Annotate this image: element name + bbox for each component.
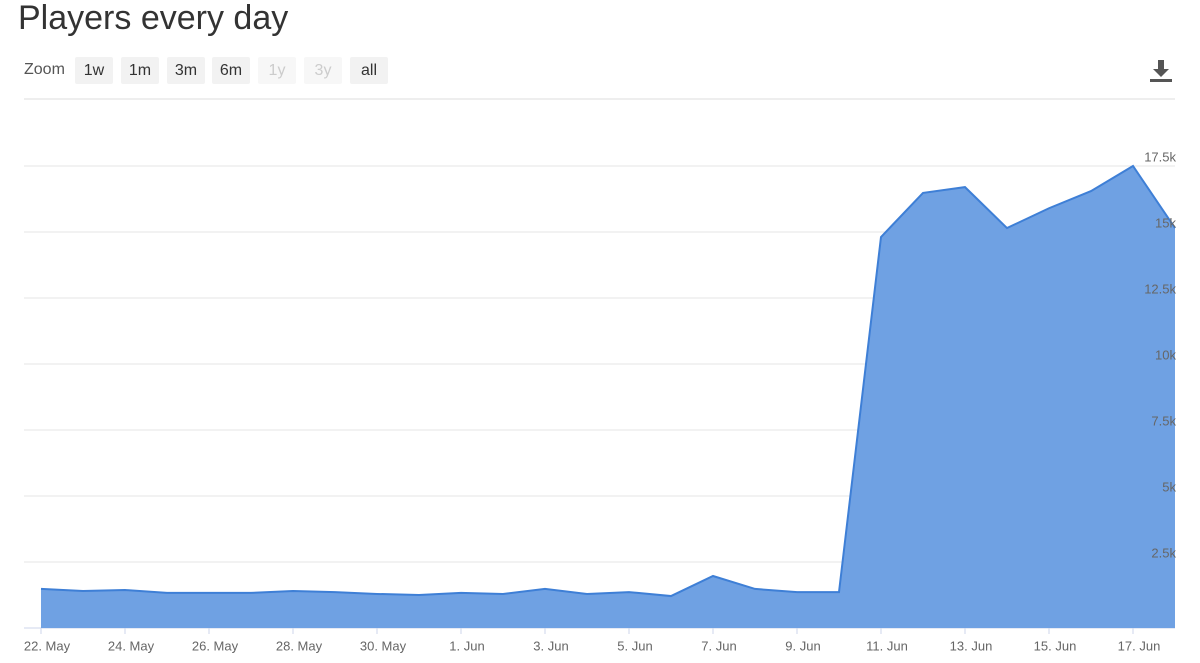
x-tick-label: 17. Jun [1118, 638, 1161, 653]
y-tick-label: 15k [1155, 215, 1176, 230]
y-tick-label: 12.5k [1144, 281, 1176, 296]
zoom-button[interactable] [212, 57, 250, 84]
x-tick-label: 5. Jun [617, 638, 652, 653]
y-tick-label: 7.5k [1151, 413, 1176, 428]
zoom-label: Zoom [24, 61, 65, 78]
x-tick-label: 13. Jun [950, 638, 993, 653]
zoom-button [304, 57, 342, 84]
download-icon[interactable] [1150, 60, 1172, 82]
chart-title: Players every day [18, 0, 288, 37]
x-tick-label: 26. May [192, 638, 239, 653]
plot [40, 164, 1176, 628]
zoom-button-label[interactable]: 1w [84, 62, 105, 79]
y-tick-label: 17.5k [1144, 149, 1176, 164]
zoom-button-label: 3y [315, 62, 332, 79]
x-tick-label: 9. Jun [785, 638, 820, 653]
zoom-buttons: 1w 1m 3m 6m 1y 3y all [75, 57, 388, 84]
x-tick-label: 28. May [276, 638, 323, 653]
zoom-button[interactable] [350, 57, 388, 84]
zoom-button[interactable] [121, 57, 159, 84]
icon-part [1158, 60, 1164, 70]
area [41, 166, 1175, 628]
x-tick-label: 24. May [108, 638, 155, 653]
x-tick-label: 15. Jun [1034, 638, 1077, 653]
zoom-button-label[interactable]: 6m [220, 62, 242, 79]
line [40, 164, 1176, 598]
zoom-button-label: 1y [269, 62, 286, 79]
zoom-button-label[interactable]: all [361, 62, 377, 79]
x-tick-label: 1. Jun [449, 638, 484, 653]
icon-part [1153, 69, 1169, 77]
zoom-button[interactable] [75, 57, 113, 84]
x-tick-label: 22. May [24, 638, 71, 653]
labels: 2.5k 5k 7.5k 10k 12.5k 15k 17.5k 22. May 24. May… [24, 149, 1177, 653]
x-tick-label: 3. Jun [533, 638, 568, 653]
y-tick-label: 5k [1162, 479, 1176, 494]
x-tick-label: 11. Jun [866, 638, 908, 653]
zoom-button[interactable] [167, 57, 205, 84]
y-tick-label: 10k [1155, 347, 1176, 362]
icon-part [1150, 79, 1172, 82]
zoom-button-label[interactable]: 1m [129, 62, 151, 79]
x-tick-label: 7. Jun [701, 638, 736, 653]
zoom-button-label[interactable]: 3m [175, 62, 197, 79]
y-tick-label: 2.5k [1151, 545, 1176, 560]
x-tick-label: 30. May [360, 638, 407, 653]
zoom-button [258, 57, 296, 84]
